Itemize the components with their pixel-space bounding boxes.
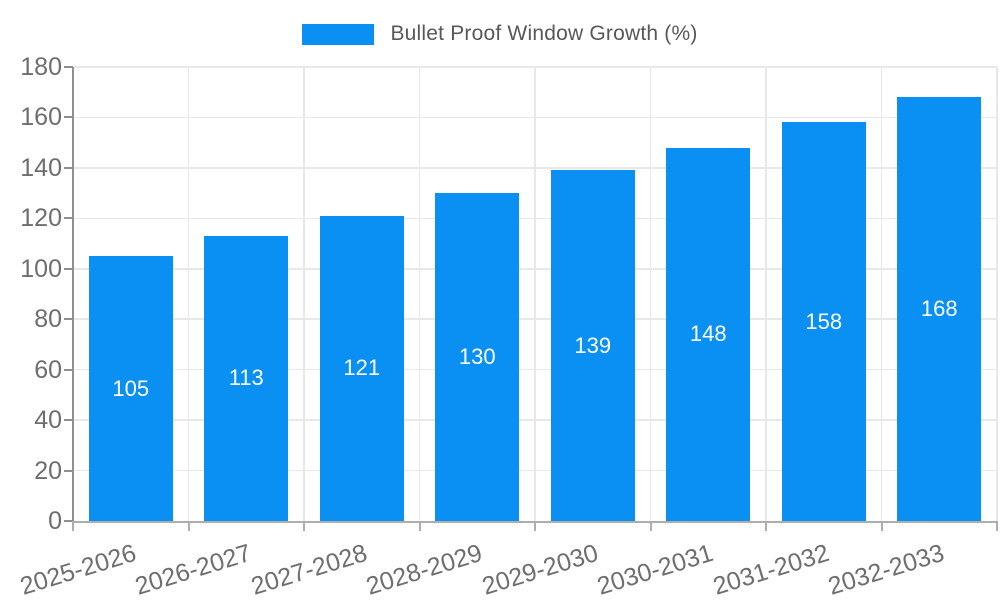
- bar-2027-2028[interactable]: 121: [319, 215, 404, 521]
- y-axis-tick: [64, 166, 73, 169]
- bar-2030-2031[interactable]: 148: [666, 147, 751, 521]
- legend-item[interactable]: Bullet Proof Window Growth (%): [302, 22, 697, 46]
- y-axis-line: [72, 67, 74, 531]
- x-axis-tick-label: 2030-2031: [594, 538, 717, 601]
- bar-value-label: 139: [574, 332, 612, 358]
- bar-2025-2026[interactable]: 105: [88, 256, 173, 521]
- y-axis-tick-label: 20: [34, 456, 62, 485]
- y-axis-tick: [64, 116, 73, 119]
- y-axis-tick-label: 40: [34, 406, 62, 435]
- x-axis-tick: [534, 521, 536, 531]
- y-axis-tick-label: 60: [34, 355, 62, 384]
- y-axis-tick-label: 180: [20, 53, 62, 81]
- y-axis-tick: [64, 217, 73, 220]
- x-axis-tick: [72, 521, 74, 531]
- x-axis-tick: [996, 521, 998, 531]
- gridline-vertical: [534, 67, 536, 521]
- gridline-vertical: [418, 67, 421, 521]
- bar-value-label: 130: [458, 344, 496, 370]
- y-axis-tick: [64, 267, 73, 270]
- gridline-vertical: [880, 67, 883, 521]
- x-axis-tick: [880, 521, 883, 531]
- gridline-vertical: [996, 67, 998, 521]
- y-axis-tick: [64, 469, 73, 472]
- bar-value-label: 148: [689, 321, 727, 347]
- y-axis-tick: [64, 368, 73, 371]
- bar-2032-2033[interactable]: 168: [897, 97, 982, 521]
- bar-value-label: 158: [805, 308, 843, 334]
- bar-value-label: 113: [228, 365, 264, 391]
- x-axis-tick-label: 2032-2033: [825, 538, 948, 601]
- bar-2031-2032[interactable]: 158: [781, 122, 866, 521]
- bar-2028-2029[interactable]: 130: [435, 193, 520, 521]
- gridline-vertical: [765, 67, 767, 521]
- y-axis-tick: [64, 419, 73, 422]
- bar-value-label: 121: [343, 355, 381, 381]
- x-axis-tick-label: 2031-2032: [709, 538, 833, 601]
- x-axis-tick-label: 2025-2026: [16, 538, 140, 601]
- bar-2026-2027[interactable]: 113: [204, 235, 289, 521]
- bar-2029-2030[interactable]: 139: [550, 170, 635, 521]
- x-axis-tick: [303, 521, 305, 531]
- y-axis-tick-label: 160: [20, 103, 62, 132]
- y-axis-tick-label: 120: [20, 204, 62, 233]
- gridline-vertical: [303, 67, 305, 521]
- y-axis-tick-label: 100: [20, 254, 62, 283]
- x-axis-tick-label: 2027-2028: [247, 538, 371, 601]
- y-axis-tick-label: 0: [48, 507, 62, 535]
- plot-area: 105 113 121 130 139 148 158 168: [73, 66, 998, 521]
- x-axis-tick: [765, 521, 767, 531]
- gridline-vertical: [187, 67, 190, 521]
- x-axis-tick: [418, 521, 421, 531]
- bar-value-label: 168: [920, 296, 958, 322]
- legend-swatch-icon: [302, 23, 375, 45]
- x-axis-tick-label: 2028-2029: [363, 538, 486, 601]
- legend-label: Bullet Proof Window Growth (%): [390, 22, 698, 45]
- y-axis-tick: [64, 318, 73, 321]
- y-axis-tick-label: 140: [20, 153, 62, 182]
- bar-value-label: 105: [112, 375, 150, 401]
- gridline-vertical: [649, 67, 652, 521]
- x-axis-tick: [187, 521, 190, 531]
- y-axis-tick-label: 80: [34, 305, 62, 334]
- x-axis-tick: [649, 521, 652, 531]
- x-axis-tick-label: 2029-2030: [478, 538, 602, 601]
- x-axis-tick-label: 2026-2027: [132, 538, 255, 601]
- chart-legend: Bullet Proof Window Growth (%): [0, 22, 1000, 46]
- y-axis-tick: [64, 66, 73, 68]
- y-axis-tick: [64, 520, 73, 522]
